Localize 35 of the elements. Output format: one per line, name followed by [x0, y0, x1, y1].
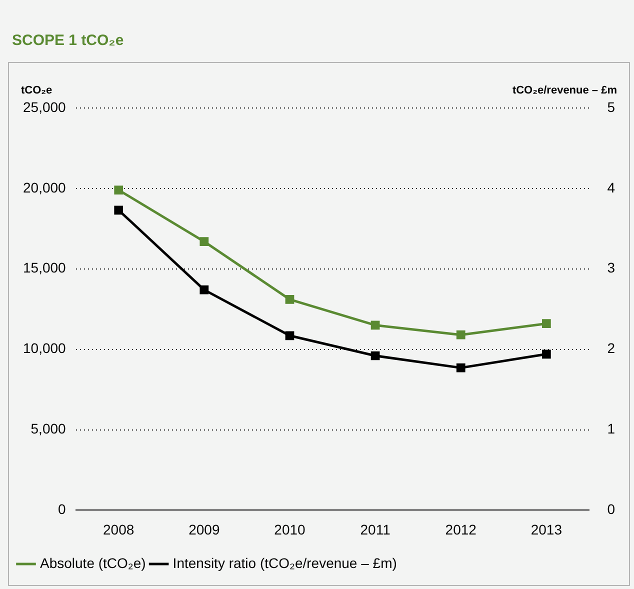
x-tick-label: 2010	[274, 521, 306, 538]
point	[370, 351, 380, 360]
y-tick-label: 5,000	[30, 420, 66, 437]
y-tick-label: 20,000	[22, 179, 66, 196]
point	[370, 320, 380, 330]
y2-tick-label: 5	[607, 98, 616, 115]
y-tick-label: 15,000	[22, 260, 66, 276]
point	[200, 285, 209, 294]
x-tick-label: 2009	[188, 521, 220, 538]
legend-label: Absolute (tCO₂e)	[40, 554, 146, 571]
y2-axis-title: tCO₂e/revenue – £m	[512, 84, 618, 97]
point	[114, 186, 124, 194]
x-tick-label: 2011	[360, 521, 391, 538]
point	[285, 295, 294, 304]
point	[456, 330, 466, 340]
point	[456, 363, 466, 372]
point	[542, 350, 551, 359]
y2-tick-label: 2	[607, 340, 616, 356]
y2-tick-label: 4	[607, 179, 616, 196]
y2-tick-label: 1	[607, 420, 616, 437]
point	[542, 319, 551, 328]
x-tick-label: 2012	[445, 521, 477, 538]
y-tick-label: 0	[58, 501, 66, 518]
y2-tick-label: 3	[607, 260, 616, 276]
y-axis-title: tCO₂e	[21, 84, 52, 97]
point	[114, 206, 124, 215]
x-tick-label: 2008	[103, 521, 134, 538]
point	[285, 331, 294, 340]
chart-title: SCOPE 1 tCO₂e	[12, 32, 124, 49]
legend-label: Intensity ratio (tCO₂e/revenue – £m)	[172, 554, 397, 571]
y-tick-label: 10,000	[22, 340, 66, 356]
x-tick-label: 2013	[530, 521, 562, 538]
y-tick-label: 25,000	[22, 98, 66, 115]
y2-tick-label: 0	[607, 501, 616, 518]
point	[200, 237, 209, 246]
